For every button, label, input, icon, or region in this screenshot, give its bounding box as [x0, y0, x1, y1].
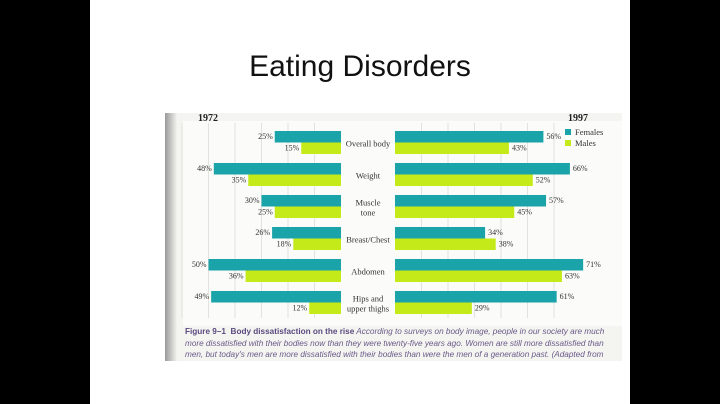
data-label: 30%	[245, 196, 260, 205]
bar-1972-males	[309, 302, 341, 314]
legend-label: Males	[575, 138, 596, 148]
bar-1972-males	[245, 270, 341, 282]
page-shadow	[165, 113, 177, 361]
figure-image: 1972 1997 25% 56% 15% 43% Overall body 48% 66%…	[165, 113, 622, 361]
data-label: 45%	[517, 208, 532, 217]
slide-title: Eating Disorders	[249, 50, 471, 83]
bar-1997-males	[395, 302, 472, 314]
bar-1997-males	[395, 206, 515, 218]
bar-1997-males	[395, 142, 509, 154]
data-label: 48%	[197, 164, 212, 173]
bar-1972-males	[301, 142, 341, 154]
bar-1972-males	[274, 206, 341, 218]
data-label: 56%	[546, 132, 561, 141]
data-label: 26%	[255, 228, 270, 237]
category-label: Breast/Chest	[346, 235, 390, 245]
figure-caption: Figure 9–1 Body dissatisfaction on the r…	[185, 326, 622, 361]
data-label: 18%	[277, 240, 292, 249]
category-label: Abdomen	[351, 267, 385, 277]
data-label: 38%	[499, 240, 514, 249]
bar-1972-females	[272, 227, 341, 239]
bar-chart: 25% 56% 15% 43% Overall body 48% 66% 35% 52% Weig…	[181, 123, 603, 318]
data-label: 29%	[475, 304, 490, 313]
legend-swatch	[565, 140, 571, 146]
bar-1972-females	[213, 163, 341, 175]
category-label: upper thighs	[347, 304, 389, 314]
bar-1997-males	[395, 174, 533, 186]
data-label: 61%	[560, 292, 575, 301]
panel-label-1997: 1997	[568, 113, 588, 124]
bar-1972-females	[274, 131, 341, 143]
data-label: 15%	[285, 144, 300, 153]
bar-1972-females	[208, 259, 341, 271]
bar-1997-females	[395, 291, 557, 303]
data-label: 25%	[258, 208, 273, 217]
category-label: Hips and	[353, 294, 384, 304]
bar-1972-males	[248, 174, 341, 186]
category-label: Muscle	[355, 198, 380, 208]
caption-label: Figure 9–1	[185, 327, 226, 336]
bar-1972-females	[261, 195, 341, 207]
legend-label: Females	[575, 127, 603, 137]
bar-1997-males	[395, 238, 496, 250]
bar-1997-females	[395, 163, 570, 175]
data-label: 50%	[192, 260, 207, 269]
data-label: 12%	[293, 304, 308, 313]
data-label: 34%	[488, 228, 503, 237]
data-label: 71%	[586, 260, 601, 269]
data-label: 35%	[232, 176, 247, 185]
bar-1997-females	[395, 227, 486, 239]
caption-heading: Body dissatisfaction on the rise	[230, 327, 355, 336]
category-label: tone	[361, 208, 376, 218]
data-label: 43%	[512, 144, 527, 153]
data-label: 63%	[565, 272, 580, 281]
bar-1997-females	[395, 195, 547, 207]
panel-label-1972: 1972	[198, 113, 218, 124]
data-label: 52%	[536, 176, 551, 185]
data-label: 36%	[229, 272, 244, 281]
caption-text: According to surveys on body image, peop…	[185, 327, 605, 359]
data-label: 57%	[549, 196, 564, 205]
bar-1997-females	[395, 131, 544, 143]
bar-1997-males	[395, 270, 562, 282]
bar-1997-females	[395, 259, 584, 271]
data-label: 66%	[573, 164, 588, 173]
bar-1972-females	[211, 291, 341, 303]
bar-1972-males	[293, 238, 341, 250]
category-label: Weight	[356, 171, 381, 181]
category-label: Overall body	[346, 139, 391, 149]
data-label: 25%	[258, 132, 273, 141]
legend-swatch	[565, 129, 571, 135]
data-label: 49%	[194, 292, 209, 301]
